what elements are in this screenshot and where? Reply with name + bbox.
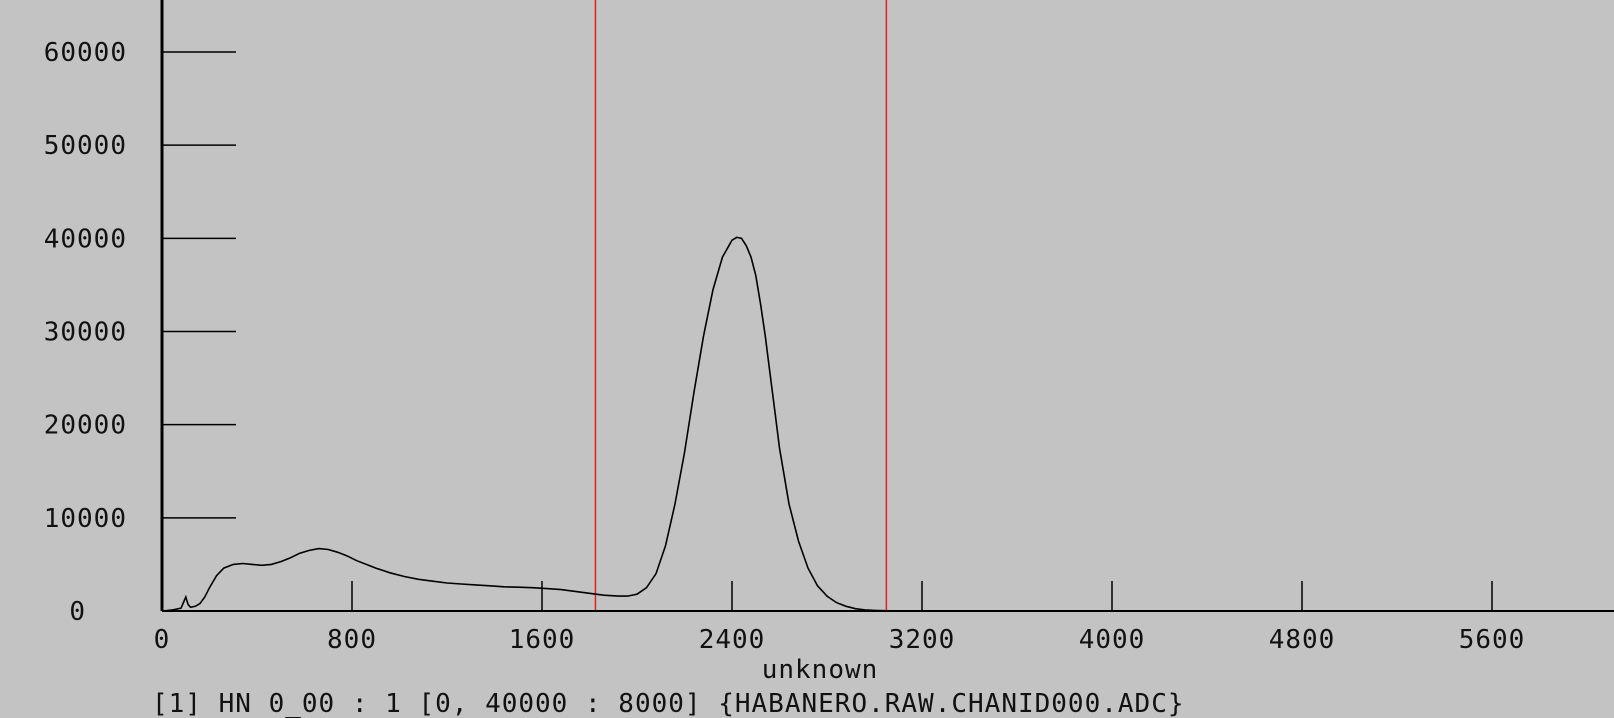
x-axis-title: unknown [762, 655, 879, 685]
x-tick-label: 0 [154, 625, 171, 655]
y-axis-ticks: 0 10000 20000 30000 40000 50000 60000 [44, 38, 236, 627]
y-tick-label: 40000 [44, 224, 127, 254]
y-tick-label: 20000 [44, 411, 127, 441]
x-tick-label: 3200 [889, 625, 956, 655]
y-tick-label: 30000 [44, 318, 127, 348]
x-tick-label: 5600 [1459, 625, 1526, 655]
y-tick-label: 60000 [44, 38, 127, 68]
x-axis-ticks: 0 800 1600 2400 3200 4000 4800 5600 [154, 581, 1526, 655]
x-tick-label: 4800 [1269, 625, 1336, 655]
histogram-trace-group [161, 236, 1614, 612]
histogram-caption: [1] HN 0_00 : 1 [0, 40000 : 8000] {HABAN… [152, 689, 1185, 718]
x-tick-label: 1600 [509, 625, 576, 655]
y-tick-label: 50000 [44, 131, 127, 161]
y-tick-label: 10000 [44, 504, 127, 534]
x-tick-label: 800 [327, 625, 377, 655]
y-tick-label: 0 [69, 597, 86, 627]
marker-lines [594, 0, 888, 611]
histogram-trace [161, 236, 1614, 612]
x-tick-label: 4000 [1079, 625, 1146, 655]
x-tick-label: 2400 [699, 625, 766, 655]
